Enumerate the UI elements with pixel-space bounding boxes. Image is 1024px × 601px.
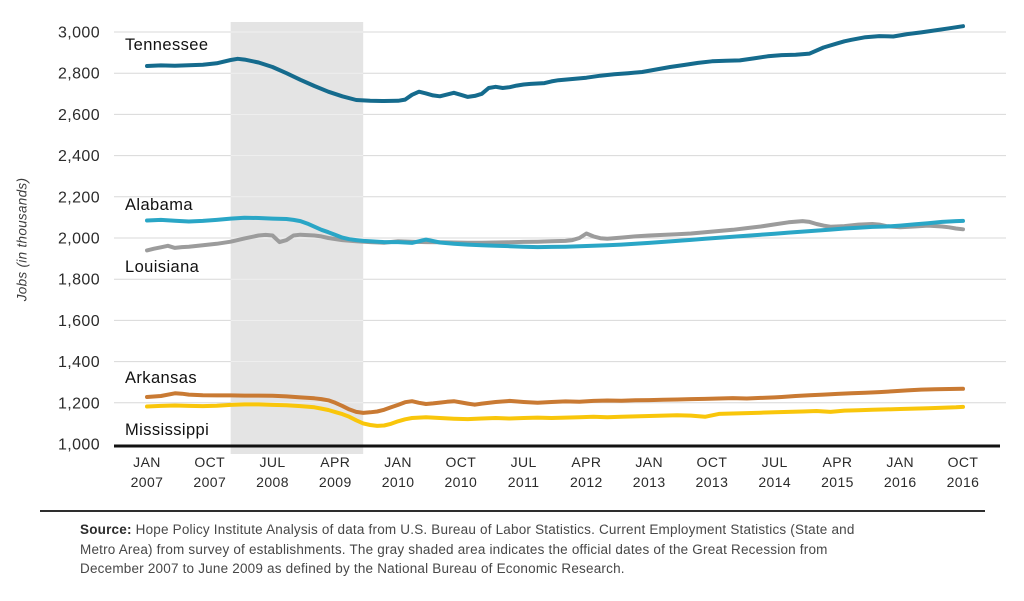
x-tick-year-2014-JUL: 2014 bbox=[758, 474, 791, 490]
x-tick-month-2014-JUL: JUL bbox=[762, 454, 788, 470]
y-tick-label-1000: 1,000 bbox=[58, 437, 100, 454]
y-tick-label-2200: 2,200 bbox=[58, 189, 100, 206]
footer-divider bbox=[40, 510, 985, 512]
series-label-arkansas: Arkansas bbox=[125, 369, 197, 387]
x-tick-year-2010-JAN: 2010 bbox=[382, 474, 415, 490]
y-tick-label-3000: 3,000 bbox=[58, 25, 100, 42]
y-tick-label-1800: 1,800 bbox=[58, 272, 100, 289]
x-tick-year-2009-APR: 2009 bbox=[319, 474, 352, 490]
series-label-mississippi: Mississippi bbox=[125, 421, 209, 439]
x-tick-year-2013-OCT: 2013 bbox=[696, 474, 729, 490]
x-tick-year-2013-JAN: 2013 bbox=[633, 474, 666, 490]
series-label-tennessee: Tennessee bbox=[125, 36, 208, 54]
x-tick-year-2011-JUL: 2011 bbox=[508, 474, 540, 490]
series-line-mississippi bbox=[145, 402, 965, 428]
series-label-louisiana: Louisiana bbox=[125, 258, 200, 276]
x-tick-year-2016-OCT: 2016 bbox=[947, 474, 980, 490]
source-note-line3: December 2007 to June 2009 as defined by… bbox=[80, 561, 625, 576]
y-tick-labels: 3,000 2,800 2,600 2,400 2,200 2,000 1,800 1,600… bbox=[58, 25, 100, 454]
x-tick-month-2016-JAN: JAN bbox=[886, 454, 914, 470]
series-line-alabama bbox=[145, 215, 965, 250]
x-tick-month-2011-JUL: JUL bbox=[511, 454, 537, 470]
y-tick-label-2400: 2,400 bbox=[58, 148, 100, 165]
x-tick-year-2008-JUL: 2008 bbox=[256, 474, 289, 490]
source-note-line2: Metro Area) from survey of establishment… bbox=[80, 541, 828, 557]
y-tick-label-1600: 1,600 bbox=[58, 313, 100, 330]
y-tick-label-2800: 2,800 bbox=[58, 66, 100, 83]
series-line-arkansas bbox=[145, 386, 965, 415]
y-tick-label-1200: 1,200 bbox=[58, 395, 100, 412]
x-tick-month-2016-OCT: OCT bbox=[948, 454, 979, 470]
x-tick-month-2010-OCT: OCT bbox=[445, 454, 476, 470]
series-line-louisiana bbox=[145, 219, 965, 253]
x-tick-month-2012-APR: APR bbox=[571, 454, 601, 470]
y-tick-label-2600: 2,600 bbox=[58, 107, 100, 124]
x-tick-year-2007-JAN: 2007 bbox=[131, 474, 164, 490]
x-tick-month-2007-OCT: OCT bbox=[194, 454, 225, 470]
x-tick-month-2007-JAN: JAN bbox=[133, 454, 161, 470]
source-label: Source: bbox=[80, 522, 132, 537]
x-tick-month-2013-OCT: OCT bbox=[697, 454, 728, 470]
x-tick-year-2016-JAN: 2016 bbox=[884, 474, 917, 490]
x-tick-year-2015-APR: 2015 bbox=[821, 474, 854, 490]
y-axis-title: Jobs (in thousands) bbox=[14, 177, 30, 302]
y-tick-label-1400: 1,400 bbox=[58, 354, 100, 371]
x-tick-year-2010-OCT: 2010 bbox=[444, 474, 477, 490]
source-note-line1: Source: Hope Policy Institute Analysis o… bbox=[80, 520, 960, 540]
x-tick-month-2013-JAN: JAN bbox=[635, 454, 663, 470]
series-lines bbox=[145, 24, 965, 428]
x-tick-month-2009-APR: APR bbox=[320, 454, 350, 470]
y-tick-label-2000: 2,000 bbox=[58, 231, 100, 248]
source-note: Source: Hope Policy Institute Analysis o… bbox=[80, 520, 960, 579]
series-labels: Mississippi Arkansas Louisiana Alabama Tenne… bbox=[125, 36, 209, 439]
x-tick-month-2008-JUL: JUL bbox=[259, 454, 285, 470]
x-tick-year-2007-OCT: 2007 bbox=[193, 474, 226, 490]
jobs-line-chart: 3,000 2,800 2,600 2,400 2,200 2,000 1,800 1,600… bbox=[58, 22, 1006, 490]
gridlines bbox=[114, 31, 1006, 404]
x-tick-month-2015-APR: APR bbox=[822, 454, 852, 470]
source-line1-text: Hope Policy Institute Analysis of data f… bbox=[131, 522, 855, 537]
series-label-alabama: Alabama bbox=[125, 196, 193, 214]
x-tick-month-2010-JAN: JAN bbox=[384, 454, 412, 470]
x-tick-labels: JAN 2007 OCT 2007 JUL 2008 APR 2009 JAN 2010 OCT 20… bbox=[131, 454, 980, 490]
series-line-tennessee bbox=[145, 24, 965, 103]
x-tick-year-2012-APR: 2012 bbox=[570, 474, 603, 490]
